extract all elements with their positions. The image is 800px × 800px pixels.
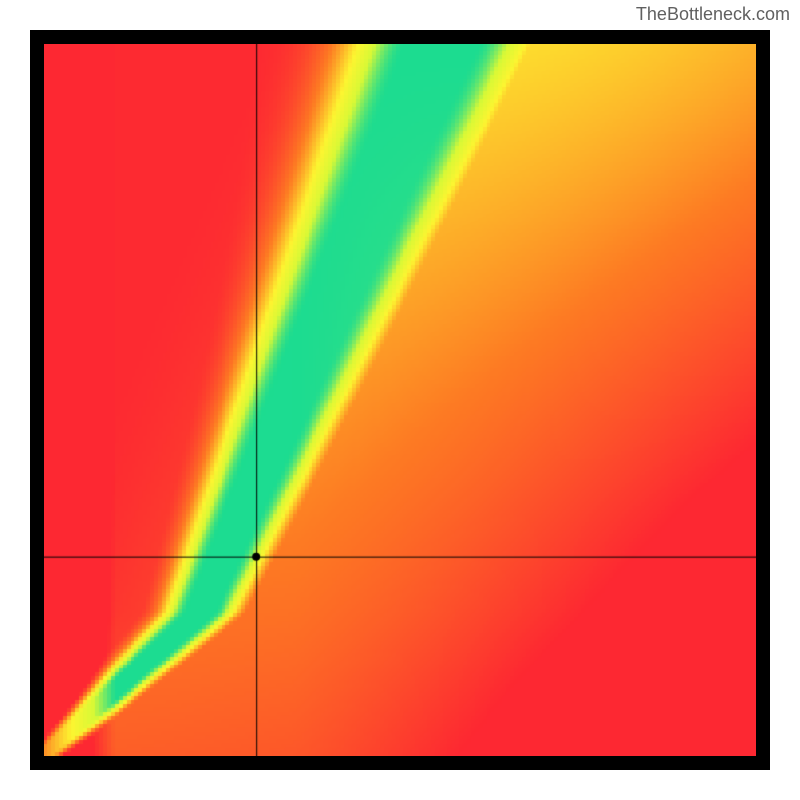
heatmap-canvas (44, 44, 756, 756)
heatmap-region (44, 44, 756, 756)
attribution-text: TheBottleneck.com (636, 4, 790, 25)
root: TheBottleneck.com (0, 0, 800, 800)
plot-frame (30, 30, 770, 770)
